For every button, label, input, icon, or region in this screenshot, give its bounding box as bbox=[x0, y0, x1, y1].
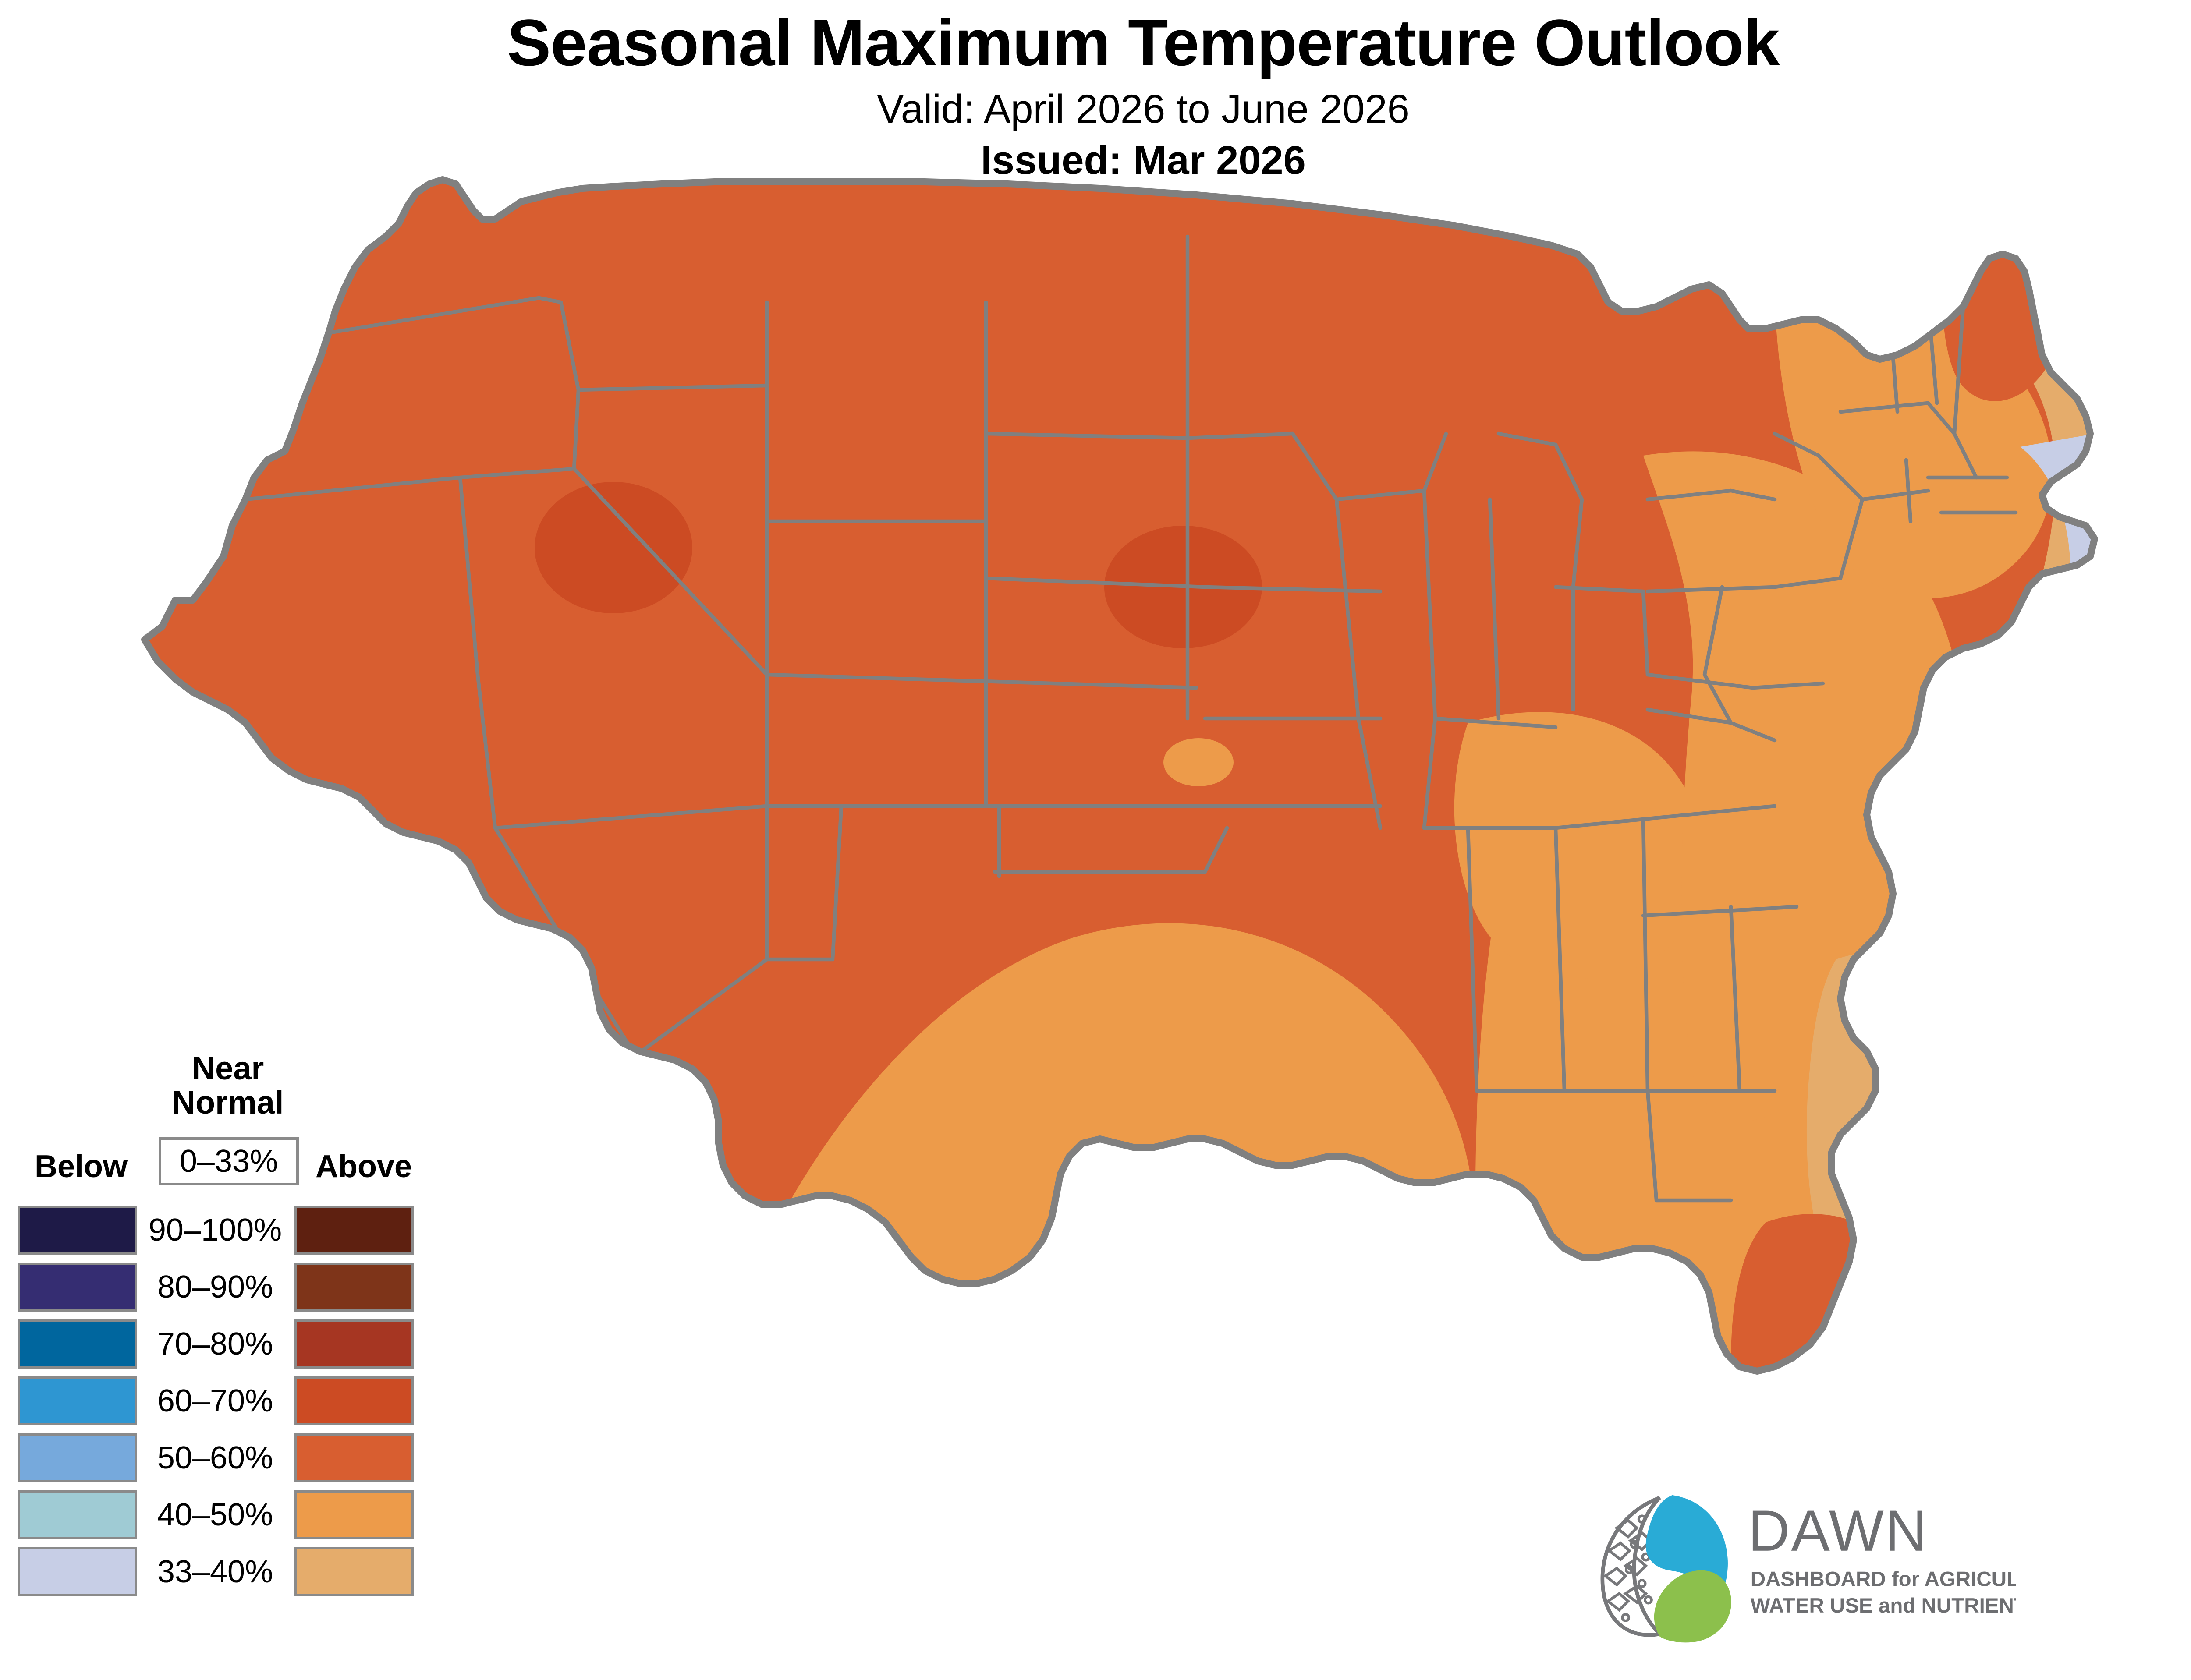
legend-swatch-below bbox=[18, 1547, 137, 1596]
legend-row: 40–50% bbox=[18, 1490, 438, 1539]
legend-row: 70–80% bbox=[18, 1319, 438, 1369]
legend-rows: 90–100% 80–90% 70–80% 60–70% 50–60% 40–50% 33–… bbox=[18, 1206, 438, 1604]
legend-near-normal-line2: Normal bbox=[172, 1084, 284, 1121]
region-above-60-70-wyoming bbox=[535, 482, 692, 613]
legend-swatch-below bbox=[18, 1376, 137, 1425]
legend-below-label: Below bbox=[34, 1149, 128, 1184]
legend-above-label: Above bbox=[315, 1149, 412, 1184]
dawn-logo: DAWN DASHBOARD for AGRICULTURAL WATER US… bbox=[1586, 1485, 2016, 1643]
legend-swatch-below bbox=[18, 1490, 137, 1539]
page-title: Seasonal Maximum Temperature Outlook bbox=[507, 6, 1780, 79]
conus-outline bbox=[141, 176, 2098, 1375]
legend-swatch-below bbox=[18, 1206, 137, 1255]
legend-near-normal-range: 0–33% bbox=[179, 1144, 278, 1179]
legend-range-label: 40–50% bbox=[157, 1497, 273, 1532]
region-below-50-60-delmarva bbox=[2005, 688, 2095, 1227]
page-header: Seasonal Maximum Temperature Outlook Val… bbox=[0, 0, 2191, 184]
legend-row: 80–90% bbox=[18, 1263, 438, 1312]
legend-swatch-above bbox=[294, 1376, 414, 1425]
legend-swatch-below bbox=[18, 1433, 137, 1482]
state-boundaries bbox=[243, 234, 2018, 1203]
logo-tagline-line1: DASHBOARD for AGRICULTURAL bbox=[1751, 1567, 2016, 1591]
legend-range-label: 50–60% bbox=[157, 1440, 273, 1475]
logo-wordmark: DAWN bbox=[1748, 1499, 1928, 1563]
legend-row: 90–100% bbox=[18, 1206, 438, 1255]
legend-range-label: 70–80% bbox=[157, 1326, 273, 1362]
legend-near-normal-title: Near Normal bbox=[162, 1051, 294, 1120]
region-above-70-80-louisiana-coast bbox=[1030, 1401, 1569, 1520]
legend-swatch-below bbox=[18, 1263, 137, 1312]
region-below-40-50-chesapeake bbox=[1953, 587, 2095, 1288]
legend-near-normal-swatch: 0–33% bbox=[159, 1137, 299, 1185]
issued-date: Issued: Mar 2026 bbox=[981, 138, 1306, 183]
legend-swatch-above bbox=[294, 1433, 414, 1482]
legend-range-label: 60–70% bbox=[157, 1383, 273, 1418]
legend-near-normal-line1: Near bbox=[191, 1050, 264, 1086]
legend-range-label: 90–100% bbox=[148, 1213, 282, 1248]
probability-legend: Near Normal 0–33% Below Above 90–100% 80–… bbox=[18, 1051, 438, 1665]
region-above-40-50-kansas-missouri bbox=[1163, 738, 1234, 786]
logo-tagline-line2: WATER USE and NUTRIENT MANAGEMENT bbox=[1751, 1594, 2016, 1617]
legend-swatch-above bbox=[294, 1547, 414, 1596]
legend-row: 33–40% bbox=[18, 1547, 438, 1596]
us-outlook-map[interactable] bbox=[110, 171, 2191, 1520]
legend-row: 50–60% bbox=[18, 1433, 438, 1482]
logo-mesh-icon bbox=[1600, 1496, 1664, 1637]
legend-swatch-above bbox=[294, 1490, 414, 1539]
valid-period-subtitle: Valid: April 2026 to June 2026 bbox=[877, 87, 1410, 131]
legend-range-label: 33–40% bbox=[157, 1554, 273, 1589]
dawn-logo-svg: DAWN DASHBOARD for AGRICULTURAL WATER US… bbox=[1600, 1495, 2016, 1643]
logo-leaf-icon bbox=[1654, 1570, 1731, 1643]
legend-row: 60–70% bbox=[18, 1376, 438, 1425]
legend-swatch-above bbox=[294, 1319, 414, 1369]
legend-swatch-below bbox=[18, 1319, 137, 1369]
legend-swatch-above bbox=[294, 1206, 414, 1255]
region-above-40-50-kentucky bbox=[1454, 712, 1705, 979]
legend-swatch-above bbox=[294, 1263, 414, 1312]
legend-range-label: 80–90% bbox=[157, 1270, 273, 1305]
map-svg bbox=[141, 176, 2098, 1520]
